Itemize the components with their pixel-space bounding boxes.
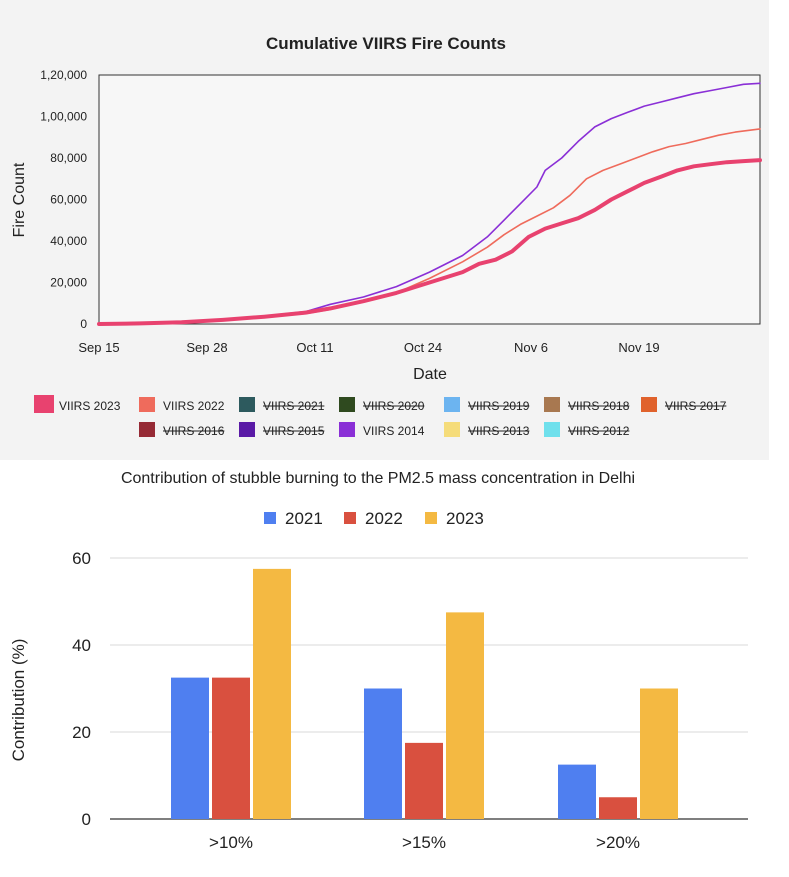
legend-label-2023: 2023 — [446, 509, 484, 528]
chart1-y-tick-label: 0 — [80, 317, 87, 331]
legend-swatch-viirs-2022 — [139, 397, 155, 412]
bar-2023-0 — [253, 568, 291, 819]
chart2-title: Contribution of stubble burning to the P… — [121, 470, 635, 487]
legend-swatch-viirs-2016 — [139, 422, 155, 437]
legend-swatch-viirs-2015 — [239, 422, 255, 437]
series-line-viirs-2023 — [97, 158, 762, 326]
bar-2022-1 — [405, 742, 443, 819]
chart1-x-tick-label: Oct 11 — [296, 340, 333, 355]
fire-counts-chart: Cumulative VIIRS Fire Counts 0 20,000 40,00… — [11, 34, 762, 438]
chart1-x-tick-label: Sep 28 — [186, 340, 227, 355]
legend-swatch-2022 — [344, 512, 356, 524]
chart2-y-tick-label: 0 — [82, 810, 91, 829]
chart1-y-tick-label: 20,000 — [50, 276, 87, 290]
bar-2022-0 — [212, 677, 250, 819]
chart2-category-label: >10% — [209, 833, 253, 852]
legend-swatch-viirs-2012 — [544, 422, 560, 437]
bar-2021-0 — [171, 677, 209, 819]
legend-label-viirs-2022: VIIRS 2022 — [163, 399, 225, 413]
legend-label-2021: 2021 — [285, 509, 323, 528]
chart2-category-label: >15% — [402, 833, 446, 852]
chart1-y-axis-label: Fire Count — [11, 162, 28, 237]
chart1-x-tick-label: Oct 24 — [404, 340, 442, 355]
legend-swatch-viirs-2018 — [544, 397, 560, 412]
bar-2021-2 — [558, 764, 596, 819]
bar-2021-1 — [364, 688, 402, 819]
bar-2023-2 — [640, 688, 678, 819]
chart2-y-tick-label: 60 — [72, 549, 91, 568]
bar-2022-2 — [599, 797, 637, 819]
legend-swatch-viirs-2019 — [444, 397, 460, 412]
chart1-y-tick-label: 80,000 — [50, 151, 87, 165]
chart2-y-tick-label: 20 — [72, 723, 91, 742]
legend-swatch-viirs-2017 — [641, 397, 657, 412]
chart2-category-label: >20% — [596, 833, 640, 852]
chart1-x-tick-label: Nov 19 — [618, 340, 659, 355]
legend-label-viirs-2014: VIIRS 2014 — [363, 424, 425, 438]
legend-label-viirs-2023: VIIRS 2023 — [59, 399, 121, 413]
legend-label-2022: 2022 — [365, 509, 403, 528]
fire-counts-panel: Cumulative VIIRS Fire Counts 0 20,000 40,00… — [0, 0, 769, 460]
chart1-plot-area — [98, 74, 761, 325]
legend-swatch-2021 — [264, 512, 276, 524]
chart1-x-tick-label: Sep 15 — [78, 340, 119, 355]
legend-swatch-viirs-2023 — [34, 395, 54, 413]
legend-swatch-viirs-2013 — [444, 422, 460, 437]
chart1-y-tick-label: 60,000 — [50, 193, 87, 207]
chart1-y-tick-label: 1,00,000 — [40, 110, 87, 124]
chart1-x-axis-label: Date — [413, 366, 447, 383]
legend-swatch-viirs-2020 — [339, 397, 355, 412]
chart2-y-axis-label: Contribution (%) — [9, 639, 28, 762]
legend-swatch-viirs-2014 — [339, 422, 355, 437]
chart2-y-tick-label: 40 — [72, 636, 91, 655]
legend-swatch-viirs-2021 — [239, 397, 255, 412]
pm25-contribution-chart: Contribution of stubble burning to the P… — [9, 470, 748, 852]
chart1-y-tick-label: 40,000 — [50, 234, 87, 248]
legend-swatch-2023 — [425, 512, 437, 524]
chart1-x-tick-label: Nov 6 — [514, 340, 548, 355]
bar-2023-1 — [446, 612, 484, 819]
pm25-contribution-panel: Contribution of stubble burning to the P… — [0, 470, 769, 877]
chart1-y-tick-label: 1,20,000 — [40, 68, 87, 82]
chart1-title: Cumulative VIIRS Fire Counts — [266, 34, 506, 53]
